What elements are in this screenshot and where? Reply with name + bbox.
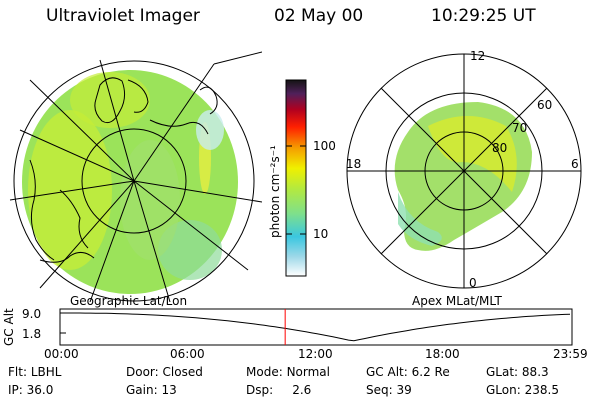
glat-value: 88.3 [521,365,549,379]
mlt-label-0: 0 [469,276,477,290]
right-panel-caption: Apex MLat/MLT [412,294,502,308]
door-info: Door: Closed [126,365,203,379]
altitude-curve [64,312,571,342]
timeline-xtick-0000: 00:00 [44,347,79,361]
colorbar-tick-100: 100 [313,139,336,153]
gain-info: Gain: 13 [126,383,177,397]
door-value: Closed [162,365,203,379]
latitude-circle [81,128,187,234]
glon-info: GLon: 238.5 [486,383,559,397]
dsp-info: Dsp: 2.6 [246,383,311,397]
altitude-timeline [59,308,573,346]
timeline-ytick-low: 1.8 [22,327,42,341]
colorbar-tick-10: 10 [313,227,329,241]
glon-value: 238.5 [524,383,559,397]
dsp-label: Dsp: [246,383,274,397]
geographic-image-panel [9,51,262,302]
filter-label: Flt: [8,365,27,379]
filter-value: LBHL [30,365,62,379]
apex-polar-plot: 12 18 6 0 60 70 80 [346,49,582,290]
timeline-xtick-0600: 06:00 [170,347,205,361]
seq-label: Seq: [366,383,393,397]
colorbar-unit-label: photon cm⁻²s⁻¹ [268,145,282,238]
seq-value: 39 [396,383,412,397]
glat-label: GLat: [486,365,519,379]
gcalt-label: GC Alt: [366,365,408,379]
mlat-label-60: 60 [537,98,552,112]
observation-date: 02 May 00 [274,6,364,26]
timeline-xtick-1200: 12:00 [298,347,333,361]
mlt-label-12: 12 [470,49,485,63]
mlat-label-70: 70 [512,121,527,135]
ip-value: 36.0 [26,383,54,397]
ip-label: IP: [8,383,23,397]
observation-time: 10:29:25 UT [431,6,536,26]
gcalt-info: GC Alt: 6.2 Re [366,365,450,379]
mode-info: Mode: Normal [246,365,330,379]
left-panel-caption: Geographic Lat/Lon [70,294,188,308]
mode-value: Normal [286,365,330,379]
instrument-title: Ultraviolet Imager [46,6,200,26]
gain-value: 13 [161,383,177,397]
colorbar [285,79,307,277]
mode-label: Mode: [246,365,283,379]
dsp-value: 2.6 [292,383,312,397]
mlt-label-6: 6 [571,157,579,171]
glat-info: GLat: 88.3 [486,365,549,379]
gain-label: Gain: [126,383,158,397]
ip-info: IP: 36.0 [8,383,53,397]
gcalt-value: 6.2 Re [411,365,450,379]
filter-info: Flt: LBHL [8,365,61,379]
glon-label: GLon: [486,383,521,397]
timeline-ytick-high: 9.0 [22,307,42,321]
door-label: Door: [126,365,159,379]
timeline-xtick-1800: 18:00 [425,347,460,361]
mlat-label-80: 80 [492,141,507,155]
mlt-label-18: 18 [346,157,361,171]
timeline-xtick-2359: 23:59 [553,347,588,361]
seq-info: Seq: 39 [366,383,412,397]
timeline-axis-label: GC Alt [2,308,16,346]
